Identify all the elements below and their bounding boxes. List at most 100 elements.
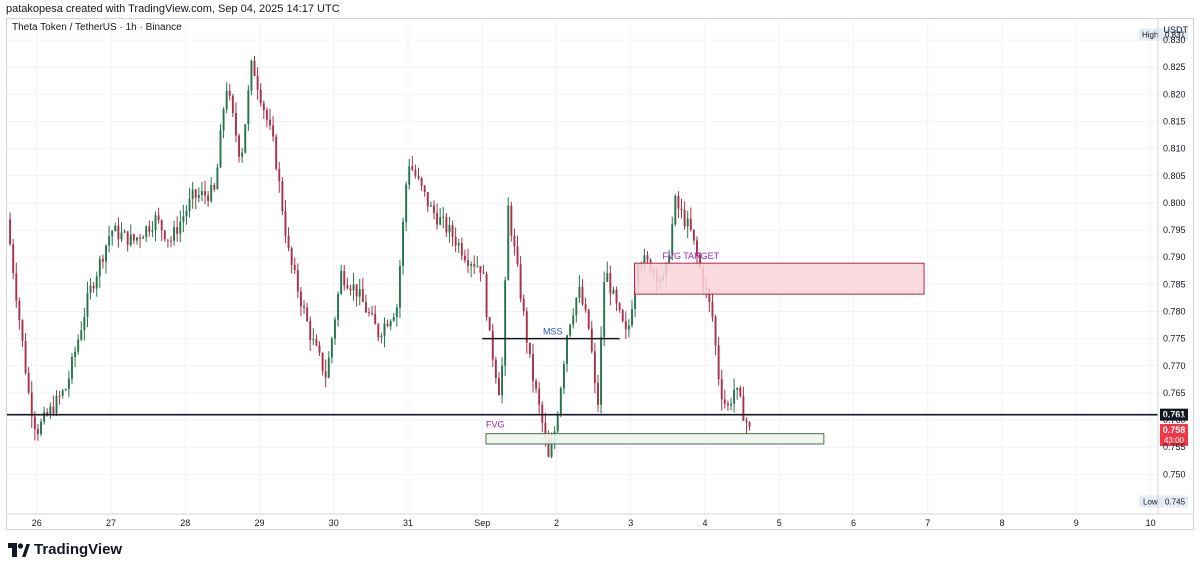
- candle-body: [414, 169, 417, 176]
- candle-body: [194, 189, 197, 198]
- currency-label: USDT: [1163, 25, 1189, 35]
- candle-body: [494, 359, 497, 379]
- candle-body: [711, 301, 714, 317]
- x-tick-label: 27: [106, 518, 116, 528]
- high-value: 0.831: [1165, 31, 1186, 40]
- fvg-zone[interactable]: [485, 433, 825, 445]
- candle-body: [259, 89, 262, 104]
- candle-body: [696, 240, 698, 256]
- candle-body: [173, 227, 176, 241]
- candle-body: [105, 245, 107, 262]
- candle-body: [299, 291, 302, 307]
- candle-body: [510, 205, 513, 236]
- fvg-target-zone[interactable]: [633, 262, 925, 295]
- candle-body: [584, 304, 587, 310]
- candle-body: [473, 264, 476, 267]
- candle-body: [61, 390, 64, 396]
- candle-body: [9, 219, 12, 245]
- candle-body: [148, 226, 151, 232]
- candle-body: [287, 235, 290, 248]
- fvg-target-label: FVG TARGET: [662, 251, 719, 261]
- candle-body: [383, 323, 386, 336]
- tradingview-logo: TradingView: [8, 541, 122, 558]
- candle-body: [612, 289, 615, 294]
- candle-body: [355, 284, 358, 297]
- candle-body: [253, 60, 256, 76]
- y-tick-label: 0.760: [1163, 415, 1186, 425]
- candle-body: [442, 216, 445, 218]
- candle-body: [532, 353, 534, 381]
- candle-body: [170, 240, 172, 242]
- candle-body: [374, 313, 377, 325]
- candle-body: [504, 280, 507, 366]
- y-tick-label: 0.805: [1163, 171, 1186, 181]
- y-tick-label: 0.765: [1163, 388, 1186, 398]
- candle-body: [389, 320, 392, 327]
- candle-body: [343, 270, 346, 286]
- key-level-badge: [1160, 408, 1188, 421]
- candle-body: [324, 371, 327, 378]
- candle-body: [395, 307, 398, 317]
- candle-body: [92, 285, 95, 289]
- symbol-title: Theta Token / TetherUS · 1h · Binance: [12, 22, 182, 33]
- candle-body: [683, 209, 686, 227]
- candle-body: [306, 307, 309, 322]
- candle-body: [98, 258, 101, 277]
- candle-body: [377, 324, 380, 338]
- candle-body: [624, 321, 627, 330]
- candle-body: [163, 230, 166, 240]
- candle-body: [250, 60, 253, 91]
- candle-body: [241, 152, 244, 157]
- candle-body: [27, 372, 30, 393]
- tradingview-logo-icon: [8, 542, 30, 557]
- candle-body: [33, 416, 36, 429]
- candle-body: [572, 315, 575, 325]
- candle-body: [210, 185, 213, 202]
- candle-body: [618, 303, 621, 311]
- x-tick-label: 31: [403, 518, 413, 528]
- candle-body: [587, 309, 590, 329]
- candle-body: [398, 266, 401, 308]
- candle-body: [256, 75, 259, 90]
- candle-body: [621, 310, 624, 322]
- candle-body: [40, 421, 42, 435]
- candle-body: [358, 288, 361, 297]
- y-tick-label: 0.810: [1163, 144, 1186, 154]
- candle-body: [303, 306, 305, 308]
- candle-body: [575, 298, 578, 316]
- candle-body: [293, 264, 296, 271]
- candle-body: [590, 328, 593, 352]
- candle-body: [426, 191, 429, 207]
- candle-body: [166, 239, 169, 241]
- candle-body: [247, 90, 250, 125]
- candle-body: [485, 273, 488, 318]
- candle-body: [402, 221, 405, 267]
- candle-body: [15, 273, 18, 301]
- y-tick-label: 0.755: [1163, 442, 1186, 452]
- candle-body: [101, 258, 104, 262]
- candle-body: [36, 428, 39, 435]
- candle-body: [714, 316, 717, 346]
- candle-body: [24, 341, 27, 373]
- countdown-timer: 43:00: [1164, 436, 1185, 445]
- candle-body: [544, 422, 547, 438]
- candle-body: [108, 236, 111, 246]
- candle-body: [74, 351, 77, 358]
- low-badge: [1139, 495, 1188, 508]
- candle-body: [204, 191, 206, 196]
- candle-body: [525, 311, 528, 343]
- high-label: High: [1142, 31, 1158, 40]
- candle-body: [578, 286, 581, 299]
- x-tick-label: 4: [703, 518, 708, 528]
- candle-body: [615, 289, 618, 304]
- candle-body: [627, 325, 630, 330]
- y-tick-label: 0.820: [1163, 89, 1186, 99]
- candle-body: [692, 229, 695, 241]
- x-tick-label: 7: [925, 518, 930, 528]
- y-tick-label: 0.775: [1163, 334, 1186, 344]
- candle-body: [460, 243, 463, 256]
- candle-body: [392, 316, 395, 321]
- candle-body: [182, 216, 185, 222]
- candle-body: [321, 352, 324, 372]
